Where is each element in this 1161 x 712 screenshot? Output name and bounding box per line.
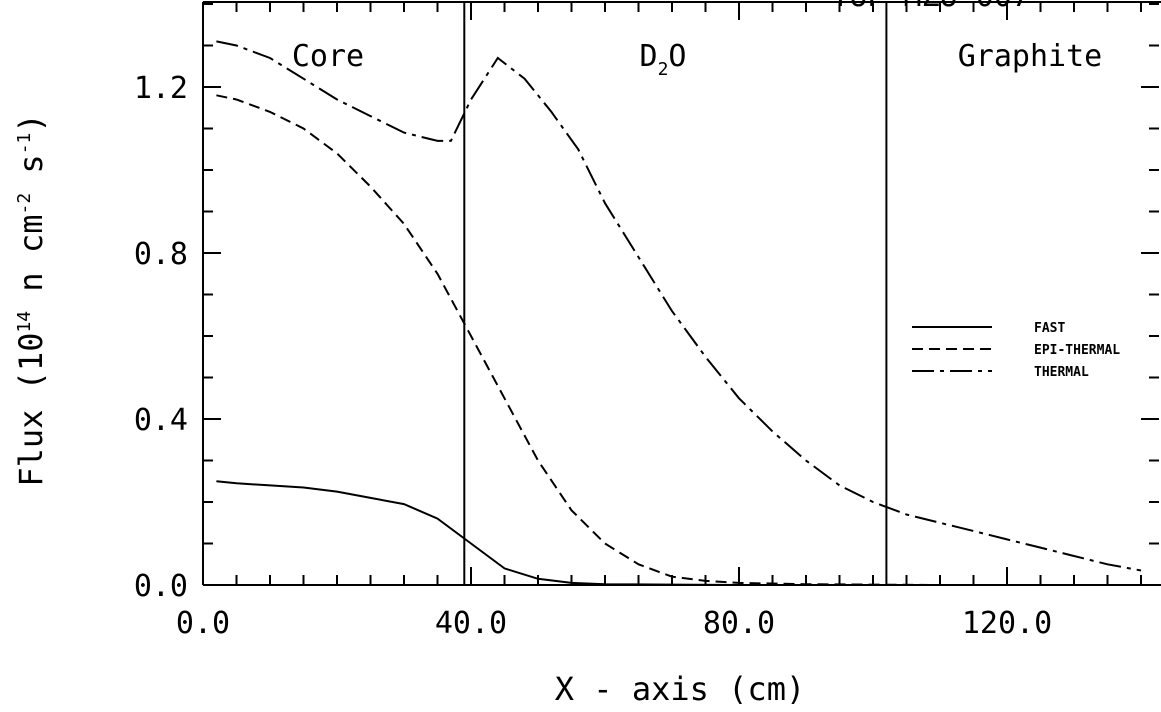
axis-tick-labels: 0.0 40.0 80.0 120.0 0.0 0.4 0.8 1.2: [134, 71, 1052, 641]
region-label-d2o-main: D: [640, 39, 658, 74]
y-axis-title-exp1: 14: [14, 311, 35, 333]
series-line-thermal: [216, 40, 1142, 572]
region-label-d2o: D2O: [640, 39, 687, 80]
y-axis-title-mid: n cm: [12, 215, 50, 311]
region-boundaries: [463, 2, 888, 585]
y-axis-title-exp2: -2: [14, 193, 35, 215]
y-axis-title-mid2: s: [12, 154, 50, 193]
y-tick-label: 0.8: [134, 237, 188, 272]
region-label-d2o-rest: O: [668, 39, 686, 74]
y-axis-title-post: ): [12, 113, 50, 132]
region-label-graphite: Graphite: [958, 39, 1103, 74]
region-label-d2o-sub: 2: [658, 59, 669, 80]
legend-label-epi-thermal: EPI-THERMAL: [1034, 343, 1120, 358]
y-axis-title: Flux (1014 n cm-2 s-1): [12, 113, 50, 486]
y-tick-label: 1.2: [134, 71, 188, 106]
series-line-epi-thermal: [216, 94, 1141, 586]
legend: FAST EPI-THERMAL THERMAL: [912, 321, 1120, 380]
y-axis-title-exp3: -1: [14, 133, 35, 155]
region-label-core: Core: [292, 39, 364, 74]
x-tick-label: 40.0: [435, 606, 507, 641]
legend-label-thermal: THERMAL: [1034, 365, 1089, 380]
series-lines: [216, 40, 1142, 586]
y-tick-label: 0.4: [134, 403, 188, 438]
chart-title: TUP-MZU-007: [831, 0, 1030, 14]
x-axis-title: X - axis (cm): [555, 670, 805, 708]
y-tick-label: 0.0: [134, 569, 188, 604]
x-tick-label: 80.0: [703, 606, 775, 641]
legend-label-fast: FAST: [1034, 321, 1065, 336]
axis-ticks: [202, 2, 1159, 586]
y-axis-title-pre: Flux (10: [12, 333, 50, 487]
x-tick-label: 0.0: [176, 606, 230, 641]
x-tick-label: 120.0: [962, 606, 1052, 641]
series-line-fast: [216, 480, 1141, 586]
